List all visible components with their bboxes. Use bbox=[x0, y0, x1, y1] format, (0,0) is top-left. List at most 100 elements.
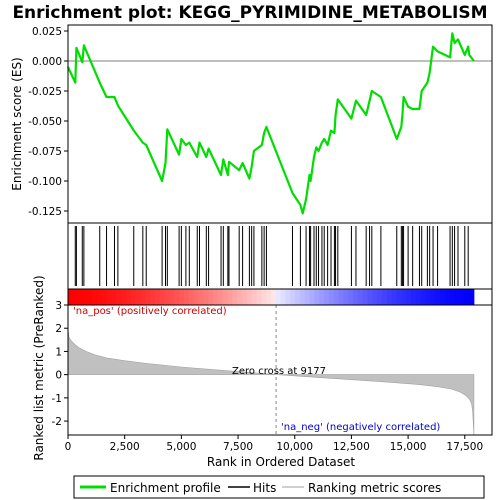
rank-band-segment bbox=[106, 289, 112, 305]
es-y-axis-ticks: 0.025 0.000 -0.025 -0.050 -0.075 -0.100 -0.125 bbox=[28, 26, 68, 218]
chart-title: Enrichment plot: KEGG_PYRIMIDINE_METABOL… bbox=[12, 3, 487, 23]
rank-band-segment bbox=[169, 289, 175, 305]
rank-band-segment bbox=[183, 289, 190, 305]
es-ytick-label: 0.000 bbox=[32, 56, 62, 68]
rank-band-segment bbox=[92, 289, 98, 305]
rank-band-segment bbox=[454, 289, 460, 305]
rank-band-segment bbox=[241, 289, 248, 305]
rank-band-segment bbox=[237, 289, 243, 305]
rank-band-segment bbox=[145, 289, 151, 305]
es-ytick-label: -0.025 bbox=[28, 86, 62, 98]
metric-ytick-label: -1 bbox=[52, 393, 62, 405]
ranking-metric-series bbox=[67, 329, 475, 436]
legend-label-ranking-metric: Ranking metric scores bbox=[308, 481, 441, 495]
x-tick-label: 17,500 bbox=[446, 441, 483, 453]
rank-band-segment bbox=[232, 289, 238, 305]
x-tick-label: 15,000 bbox=[390, 441, 427, 453]
es-ytick-label: -0.125 bbox=[28, 206, 62, 218]
negative-correlation-label: 'na_neg' (negatively correlated) bbox=[281, 422, 440, 433]
metric-ytick-label: 1 bbox=[55, 346, 62, 358]
legend-label-enrichment-profile: Enrichment profile bbox=[110, 481, 221, 495]
metric-y-axis-ticks: 3 2 1 0 -1 -2 bbox=[52, 300, 68, 428]
rank-band-segment bbox=[372, 289, 378, 305]
rank-band-segment bbox=[208, 289, 214, 305]
legend: Enrichment profile Hits Ranking metric s… bbox=[73, 475, 485, 499]
rank-band-segment bbox=[227, 289, 233, 305]
x-tick-label: 10,000 bbox=[276, 441, 313, 453]
rank-band-segment bbox=[261, 289, 267, 305]
metric-ytick-label: 3 bbox=[55, 300, 62, 312]
rank-band-segment bbox=[116, 289, 122, 305]
metric-plot-frame bbox=[67, 304, 493, 436]
rank-band-segment bbox=[179, 289, 185, 305]
rank-band-segment bbox=[188, 289, 195, 305]
enrichment-score-panel: 0.025 0.000 -0.025 -0.050 -0.075 -0.100 -0.125… bbox=[10, 24, 493, 224]
rank-band-segment bbox=[82, 289, 88, 305]
rank-band-segment bbox=[87, 289, 93, 305]
rank-band-segment bbox=[217, 289, 224, 305]
rank-band-segment bbox=[328, 289, 335, 305]
hits-plot-frame bbox=[67, 222, 493, 290]
rank-band-segment bbox=[469, 289, 475, 305]
es-plot-background bbox=[68, 25, 492, 223]
rank-band-segment bbox=[396, 289, 402, 305]
rank-band-segment bbox=[174, 289, 180, 305]
rank-band-segment bbox=[101, 289, 108, 305]
rank-band-segment bbox=[280, 289, 286, 305]
rank-band-segment bbox=[343, 289, 349, 305]
enrichment-profile-series bbox=[67, 32, 475, 215]
rank-band-segment bbox=[270, 289, 277, 305]
rank-band-segment bbox=[377, 289, 383, 305]
rank-band-segment bbox=[212, 289, 219, 305]
es-ytick-label: 0.025 bbox=[32, 26, 62, 38]
rank-band-segment bbox=[111, 289, 117, 305]
es-ytick-label: -0.050 bbox=[28, 116, 62, 128]
rank-band-segment bbox=[430, 289, 436, 305]
rank-band-segment bbox=[130, 289, 137, 305]
rank-band-segment bbox=[290, 289, 296, 305]
es-y-axis-label: Enrichment score (ES) bbox=[10, 57, 24, 190]
rank-band-segment bbox=[314, 289, 320, 305]
rank-band-segment bbox=[266, 289, 272, 305]
rank-band-segment bbox=[415, 289, 422, 305]
rank-band-segment bbox=[459, 289, 465, 305]
rank-band-segment bbox=[464, 289, 470, 305]
metric-y-axis-label: Ranked list metric (PreRanked) bbox=[32, 275, 46, 460]
es-ytick-label: -0.100 bbox=[28, 176, 62, 188]
x-tick-label: 0 bbox=[65, 441, 72, 453]
hit-markers bbox=[74, 226, 469, 286]
legend-box bbox=[73, 475, 485, 499]
zero-cross-label: Zero cross at 9177 bbox=[232, 366, 326, 377]
rank-band-segment bbox=[96, 289, 103, 305]
rank-band-segment bbox=[382, 289, 388, 305]
rank-band-segment bbox=[367, 289, 373, 305]
rank-band-segment bbox=[72, 289, 79, 305]
rank-band-segment bbox=[449, 289, 456, 305]
es-ytick-label: -0.075 bbox=[28, 146, 62, 158]
rank-band-segment bbox=[333, 289, 340, 305]
rank-band-segment bbox=[256, 289, 262, 305]
rank-band-segment bbox=[420, 289, 427, 305]
hits-panel bbox=[67, 222, 493, 290]
rank-band-segment bbox=[222, 289, 228, 305]
rank-band-segment bbox=[357, 289, 364, 305]
rank-band-segment bbox=[68, 289, 74, 305]
x-axis-ticks: 0 2,500 5,000 7,500 10,000 12,500 15,000 17,500 bbox=[65, 435, 483, 453]
metric-ytick-label: 2 bbox=[55, 323, 62, 335]
rank-band-segment bbox=[319, 289, 325, 305]
rank-band-segment bbox=[299, 289, 306, 305]
rank-band-segment bbox=[444, 289, 451, 305]
ranked-metric-panel: 3 2 1 0 -1 -2 'na_pos' (positively correlated… bbox=[32, 275, 493, 461]
rank-band-segment bbox=[121, 289, 127, 305]
rank-band-segment bbox=[135, 289, 141, 305]
metric-ytick-label: -2 bbox=[52, 416, 62, 428]
rank-band-segment bbox=[362, 289, 369, 305]
rank-band-segment bbox=[353, 289, 359, 305]
rank-band-segment bbox=[154, 289, 161, 305]
rank-band-segment bbox=[125, 289, 132, 305]
rank-band-segment bbox=[348, 289, 354, 305]
rank-band-segment bbox=[246, 289, 253, 305]
rank-band-segment bbox=[159, 289, 166, 305]
rank-band-segment bbox=[425, 289, 431, 305]
rank-band-segment bbox=[324, 289, 330, 305]
